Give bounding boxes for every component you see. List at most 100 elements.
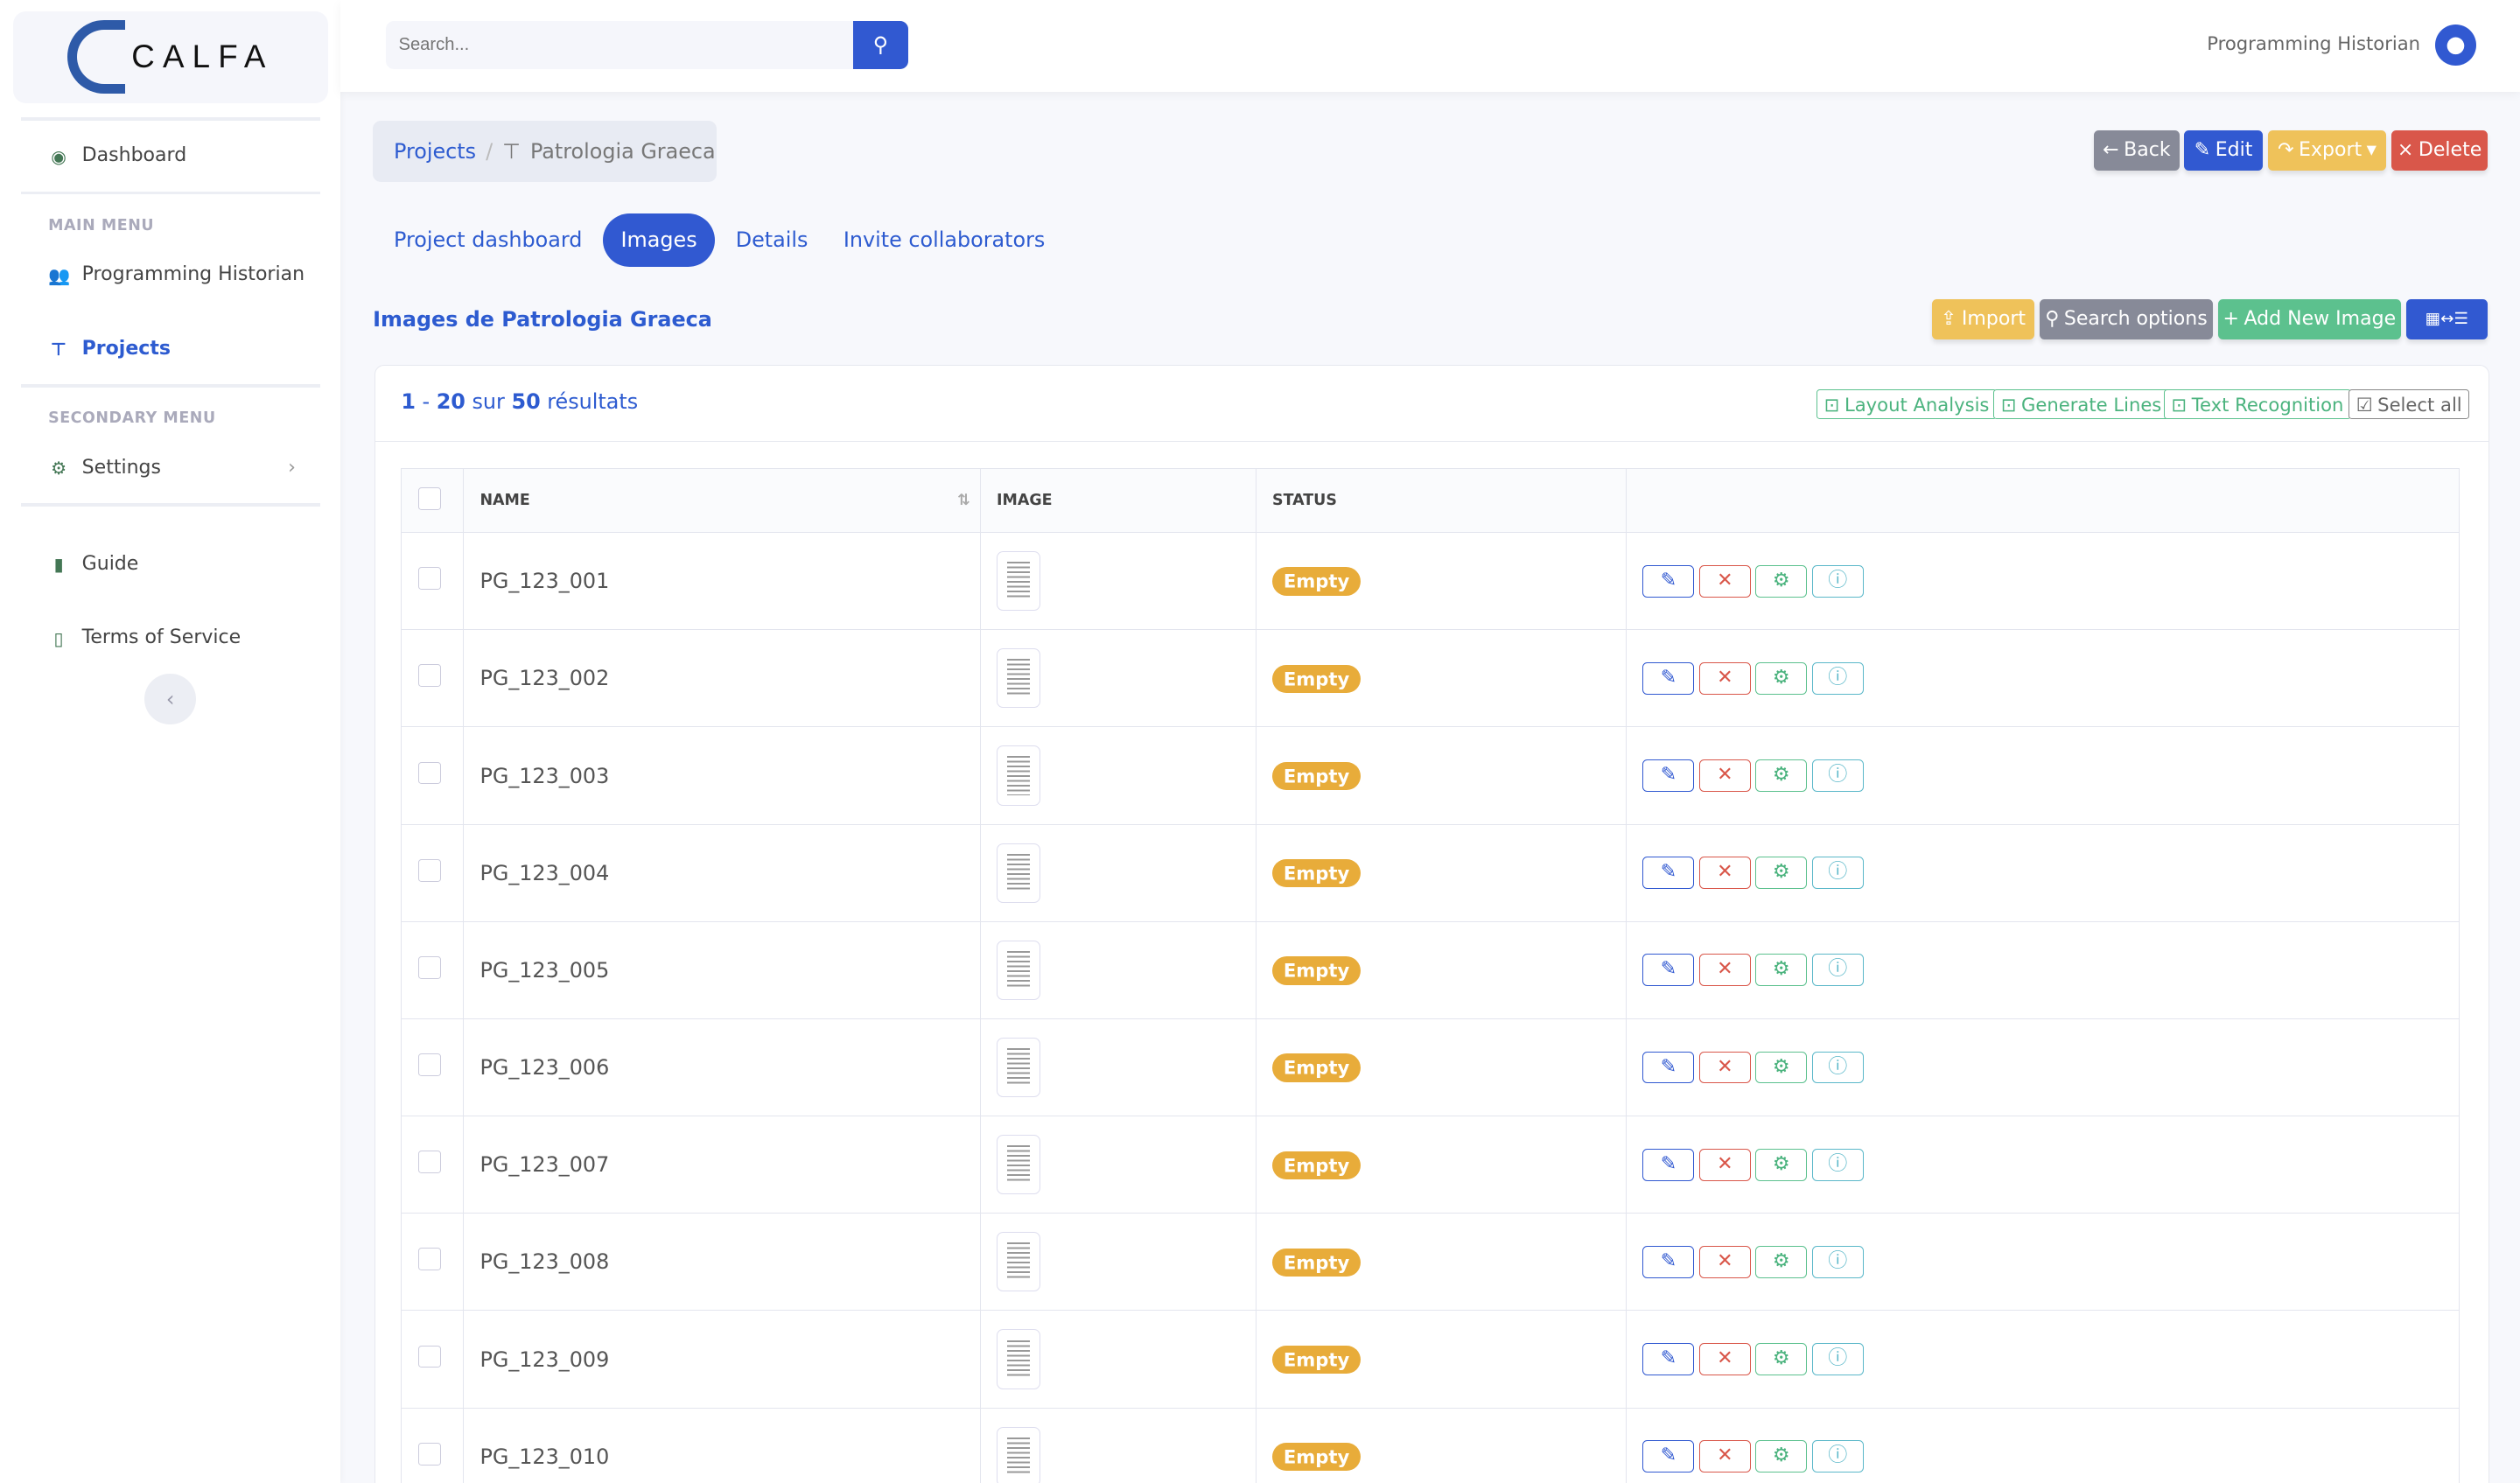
image-name[interactable]: PG_123_005 <box>463 920 981 1019</box>
delete-image-button[interactable]: ✕ <box>1698 661 1751 695</box>
process-image-button[interactable]: ⚙ <box>1755 564 1808 598</box>
select-all-button[interactable]: ☑ Select all <box>2348 389 2470 419</box>
process-image-button[interactable]: ⚙ <box>1755 1148 1808 1181</box>
sidebar-item-terms[interactable]: ▯ Terms of Service <box>48 626 241 648</box>
delete-image-button[interactable]: ✕ <box>1698 1440 1751 1473</box>
search-options-button[interactable]: ⚲ Search options <box>2039 298 2214 339</box>
search-button[interactable]: ⚲ <box>853 20 908 69</box>
row-checkbox[interactable] <box>417 1151 441 1174</box>
image-name[interactable]: PG_123_006 <box>463 1018 981 1117</box>
row-checkbox[interactable] <box>417 955 441 979</box>
name-header[interactable]: NAME ⇅ <box>463 468 981 534</box>
import-button[interactable]: ⇪ Import <box>1931 298 2035 339</box>
back-button[interactable]: ← Back <box>2094 129 2180 171</box>
toggle-view-button[interactable]: ▦↔☰ <box>2405 298 2488 339</box>
image-name[interactable]: PG_123_007 <box>463 1116 981 1214</box>
edit-image-button[interactable]: ✎ <box>1642 564 1695 598</box>
row-checkbox[interactable] <box>417 1053 441 1076</box>
image-name[interactable]: PG_123_003 <box>463 726 981 825</box>
edit-image-button[interactable]: ✎ <box>1642 1343 1695 1375</box>
tab-details[interactable]: Details <box>735 227 808 253</box>
info-image-button[interactable]: ⓘ <box>1811 1245 1864 1278</box>
delete-image-button[interactable]: ✕ <box>1698 1148 1751 1181</box>
process-image-button[interactable]: ⚙ <box>1755 1245 1808 1278</box>
info-image-button[interactable]: ⓘ <box>1811 1148 1864 1181</box>
search-input[interactable] <box>385 20 854 69</box>
image-name[interactable]: PG_123_009 <box>463 1310 981 1409</box>
row-checkbox[interactable] <box>417 1248 441 1271</box>
delete-image-button[interactable]: ✕ <box>1698 1343 1751 1375</box>
layout-analysis-button[interactable]: ⊡ Layout Analysis <box>1816 389 1997 419</box>
select-all-checkbox[interactable] <box>417 486 441 510</box>
image-name[interactable]: PG_123_010 <box>463 1407 981 1483</box>
image-thumbnail[interactable] <box>997 1426 1040 1483</box>
image-thumbnail[interactable] <box>997 1329 1040 1389</box>
edit-image-button[interactable]: ✎ <box>1642 954 1695 987</box>
row-checkbox[interactable] <box>417 1442 441 1466</box>
delete-image-button[interactable]: ✕ <box>1698 954 1751 987</box>
edit-image-button[interactable]: ✎ <box>1642 759 1695 792</box>
process-image-button[interactable]: ⚙ <box>1755 661 1808 695</box>
sidebar-item-projects[interactable]: ⊤ Projects <box>48 338 171 360</box>
user-name[interactable]: Programming Historian <box>2207 31 2421 54</box>
tab-invite-collaborators[interactable]: Invite collaborators <box>843 227 1046 253</box>
edit-image-button[interactable]: ✎ <box>1642 661 1695 695</box>
tab-project-dashboard[interactable]: Project dashboard <box>393 227 583 253</box>
export-button[interactable]: ↷ Export ▼ <box>2267 129 2387 171</box>
image-thumbnail[interactable] <box>997 648 1040 709</box>
edit-image-button[interactable]: ✎ <box>1642 1148 1695 1181</box>
image-name[interactable]: PG_123_002 <box>463 629 981 728</box>
row-checkbox[interactable] <box>417 567 441 591</box>
sidebar-item-settings[interactable]: ⚙ Settings › <box>48 457 296 479</box>
image-thumbnail[interactable] <box>997 1037 1040 1098</box>
generate-lines-button[interactable]: ⊡ Generate Lines <box>1993 389 2169 419</box>
process-image-button[interactable]: ⚙ <box>1755 1440 1808 1473</box>
image-thumbnail[interactable] <box>997 551 1040 612</box>
image-thumbnail[interactable] <box>997 1232 1040 1292</box>
process-image-button[interactable]: ⚙ <box>1755 759 1808 792</box>
process-image-button[interactable]: ⚙ <box>1755 1051 1808 1084</box>
row-checkbox[interactable] <box>417 761 441 785</box>
info-image-button[interactable]: ⓘ <box>1811 759 1864 792</box>
image-name[interactable]: PG_123_001 <box>463 532 981 631</box>
edit-image-button[interactable]: ✎ <box>1642 1051 1695 1084</box>
process-image-button[interactable]: ⚙ <box>1755 857 1808 890</box>
delete-button[interactable]: × Delete <box>2391 129 2488 171</box>
breadcrumb-projects-link[interactable]: Projects <box>393 138 477 164</box>
collapse-sidebar-button[interactable]: ‹ <box>144 673 197 725</box>
image-thumbnail[interactable] <box>997 1135 1040 1195</box>
edit-image-button[interactable]: ✎ <box>1642 1245 1695 1278</box>
process-image-button[interactable]: ⚙ <box>1755 954 1808 987</box>
text-recognition-button[interactable]: ⊡ Text Recognition <box>2164 389 2351 419</box>
sidebar-item-programming-historian[interactable]: 👥 Programming Historian <box>48 263 305 286</box>
delete-image-button[interactable]: ✕ <box>1698 1051 1751 1084</box>
add-new-image-button[interactable]: + Add New Image <box>2217 298 2402 339</box>
process-image-button[interactable]: ⚙ <box>1755 1343 1808 1375</box>
info-image-button[interactable]: ⓘ <box>1811 1440 1864 1473</box>
info-image-button[interactable]: ⓘ <box>1811 661 1864 695</box>
edit-button[interactable]: ✎ Edit <box>2184 129 2264 171</box>
delete-image-button[interactable]: ✕ <box>1698 1245 1751 1278</box>
sidebar-item-guide[interactable]: ▮ Guide <box>48 553 138 575</box>
info-image-button[interactable]: ⓘ <box>1811 1343 1864 1375</box>
delete-image-button[interactable]: ✕ <box>1698 759 1751 792</box>
tab-images[interactable]: Images <box>603 213 715 267</box>
sort-icon[interactable]: ⇅ <box>957 492 970 510</box>
sidebar-item-dashboard[interactable]: ◉ Dashboard <box>48 144 186 166</box>
image-thumbnail[interactable] <box>997 843 1040 903</box>
image-thumbnail[interactable] <box>997 745 1040 806</box>
row-checkbox[interactable] <box>417 664 441 688</box>
info-image-button[interactable]: ⓘ <box>1811 954 1864 987</box>
info-image-button[interactable]: ⓘ <box>1811 1051 1864 1084</box>
info-image-button[interactable]: ⓘ <box>1811 857 1864 890</box>
image-thumbnail[interactable] <box>997 940 1040 1000</box>
edit-image-button[interactable]: ✎ <box>1642 1440 1695 1473</box>
info-image-button[interactable]: ⓘ <box>1811 564 1864 598</box>
row-checkbox[interactable] <box>417 1345 441 1368</box>
image-name[interactable]: PG_123_008 <box>463 1213 981 1312</box>
delete-image-button[interactable]: ✕ <box>1698 564 1751 598</box>
delete-image-button[interactable]: ✕ <box>1698 857 1751 890</box>
edit-image-button[interactable]: ✎ <box>1642 857 1695 890</box>
image-name[interactable]: PG_123_004 <box>463 823 981 922</box>
avatar[interactable]: ● <box>2434 24 2477 66</box>
